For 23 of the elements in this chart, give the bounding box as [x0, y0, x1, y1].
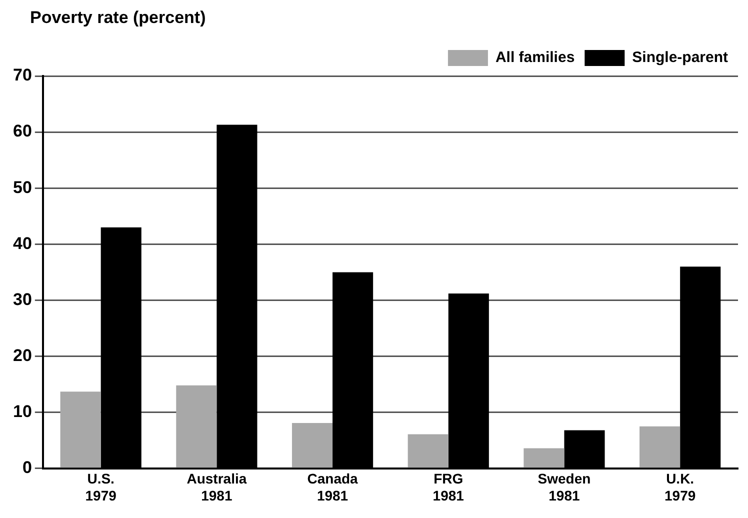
y-tick-label: 40	[12, 234, 32, 253]
x-tick-label: Sweden 1981	[538, 470, 591, 504]
y-tick-label: 0	[22, 458, 32, 478]
bar	[292, 422, 333, 468]
x-tick-label: U.K. 1979	[664, 470, 696, 504]
x-tick-label: FRG 1981	[432, 470, 464, 504]
bar	[176, 385, 217, 468]
x-tick-label: U.S. 1979	[85, 470, 117, 504]
y-tick-label: 20	[12, 346, 32, 365]
bar	[524, 448, 564, 468]
y-axis-title: Poverty rate (percent)	[30, 8, 206, 28]
y-tick-label: 30	[12, 290, 32, 309]
y-tick-label: 70	[12, 66, 32, 85]
y-tick-label: 60	[12, 122, 32, 141]
bar	[60, 392, 101, 468]
y-tick-label: 10	[12, 402, 32, 422]
bar	[408, 434, 448, 468]
x-tick-label: Australia 1981	[186, 470, 247, 504]
x-tick-label: Canada 1981	[307, 470, 358, 504]
y-tick-label: 50	[12, 178, 32, 197]
bar	[640, 426, 680, 468]
legend-label: All families	[495, 49, 575, 66]
legend-label: Single-parent	[632, 49, 728, 66]
